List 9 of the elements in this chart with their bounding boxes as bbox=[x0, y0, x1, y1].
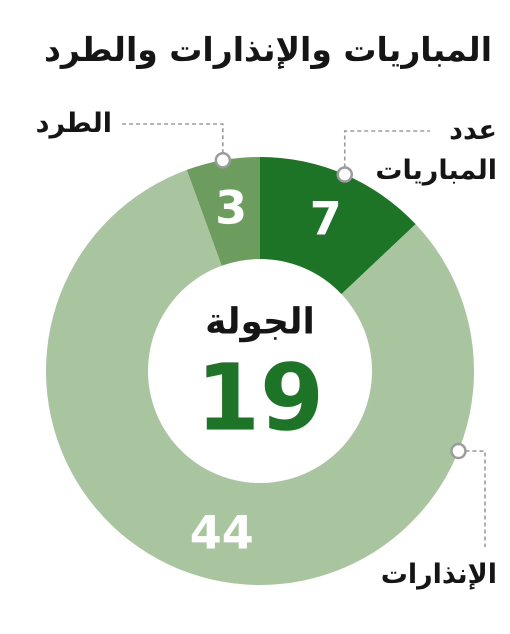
slice-label: عدد المباريات bbox=[375, 114, 497, 188]
slice-label: الطرد bbox=[36, 107, 112, 141]
data-label: 3 bbox=[215, 180, 248, 235]
data-label: 44 bbox=[190, 506, 254, 560]
data-label: 7 bbox=[310, 192, 342, 246]
slice-label: الإنذارات bbox=[380, 558, 497, 592]
chart-title: المباريات والإنذارات والطرد bbox=[44, 30, 492, 70]
text: الجولة bbox=[205, 302, 315, 342]
text: 19 bbox=[196, 344, 324, 452]
